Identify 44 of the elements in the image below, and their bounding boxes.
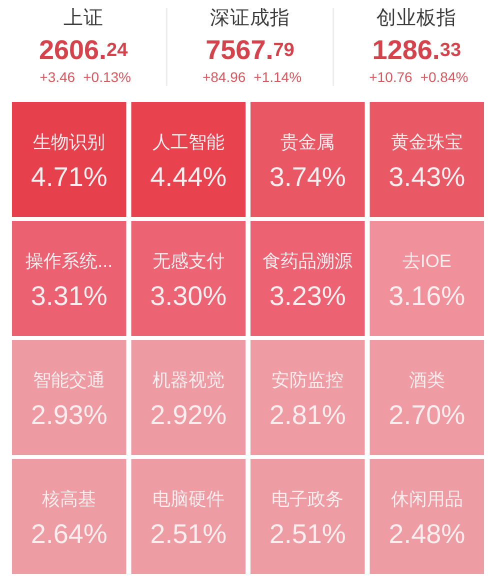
category-label: 安防监控 [272,370,344,390]
data-label: +10.76 [369,69,413,85]
data-label: 2.92% [150,400,227,430]
data-label: 3.23% [269,281,346,311]
data-label: +0.84% [420,69,468,85]
category-label: 智能交通 [33,370,106,390]
category-label: 生物识别 [33,132,106,152]
data-label: 2606.24 [38,35,128,65]
category-label: 深证成指 [210,7,290,29]
data-label: +0.13% [83,69,131,85]
data-label: 3.16% [388,281,466,311]
data-label: 2.51% [150,519,227,549]
category-label: 核高基 [41,489,96,509]
data-label: 2.81% [269,400,346,430]
data-label: 3.30% [150,281,227,311]
data-label: 2.48% [388,519,466,549]
data-label: 3.43% [388,162,466,192]
category-label: 去IOE [402,251,452,271]
data-label: 4.71% [30,162,108,192]
category-label: 电脑硬件 [152,489,224,509]
category-label: 酒类 [408,370,445,390]
category-label: 上证 [63,7,104,29]
data-label: 2.70% [388,400,466,430]
category-label: 食药品溯源 [262,251,353,271]
data-label: 1286.33 [372,35,462,65]
category-label: 人工智能 [152,132,224,152]
category-label: 黄金珠宝 [390,132,463,152]
category-label: 贵金属 [280,132,335,152]
data-label: 7567.79 [206,35,294,65]
category-label: 无感支付 [152,251,224,271]
category-label: 机器视觉 [152,370,224,390]
data-label: 3.31% [30,281,108,311]
category-label: 电子政务 [272,489,344,509]
data-label: +84.96 [202,69,246,85]
category-label: 创业板指 [376,7,457,29]
data-label: 3.74% [269,162,346,192]
category-label: 休闲用品 [390,489,463,509]
data-label: 2.64% [30,519,108,549]
data-label: +1.14% [254,69,302,85]
data-label: +3.46 [40,69,76,85]
data-label: 2.93% [30,400,108,430]
data-label: 2.51% [269,519,346,549]
category-label: 操作系统... [26,251,113,271]
data-label: 4.44% [150,162,227,192]
